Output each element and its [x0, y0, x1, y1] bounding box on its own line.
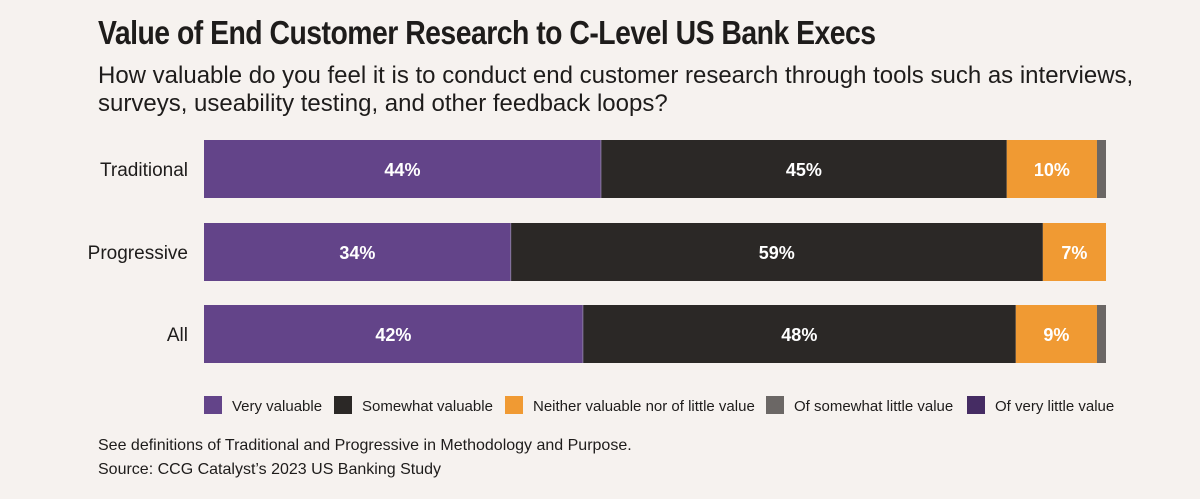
legend-label-3: Of somewhat little value [794, 398, 953, 415]
legend-label-2: Neither valuable nor of little value [533, 398, 755, 415]
legend-swatch-3 [766, 396, 784, 414]
legend-swatch-2 [505, 396, 523, 414]
data-label-all-2: 9% [1043, 325, 1069, 345]
definitions-note: See definitions of Traditional and Progr… [98, 437, 632, 454]
bar-segment-traditional-2 [1006, 140, 1097, 198]
data-label-all-0: 42% [375, 325, 411, 345]
bar-segment-progressive-0 [204, 223, 511, 281]
data-label-progressive-0: 34% [339, 243, 375, 263]
bar-segment-all-0 [204, 305, 583, 363]
category-labels: Traditional Progressive All [88, 160, 188, 346]
legend-label-4: Of very little value [995, 398, 1114, 415]
category-label-progressive: Progressive [88, 243, 188, 264]
bar-segment-all-3 [1096, 305, 1106, 363]
bar-segment-progressive-1 [510, 223, 1043, 281]
data-label-progressive-1: 59% [759, 243, 795, 263]
chart-subtitle: How valuable do you feel it is to conduc… [98, 62, 1134, 117]
legend-label-1: Somewhat valuable [362, 398, 493, 415]
footnotes: See definitions of Traditional and Progr… [98, 434, 632, 482]
legend-label-0: Very valuable [232, 398, 322, 415]
legend-swatch-4 [967, 396, 985, 414]
bar-segment-progressive-2 [1042, 223, 1106, 281]
source-note: Source: CCG Catalyst’s 2023 US Banking S… [98, 461, 441, 478]
category-label-all: All [167, 325, 188, 346]
data-label-traditional-2: 10% [1034, 160, 1070, 180]
data-label-progressive-2: 7% [1061, 243, 1087, 263]
bar-segment-traditional-3 [1096, 140, 1106, 198]
bar-segment-traditional-1 [600, 140, 1007, 198]
legend: Very valuable Somewhat valuable Neither va… [204, 396, 1114, 415]
bar-segment-all-2 [1015, 305, 1097, 363]
data-label-all-1: 48% [781, 325, 817, 345]
bar-segment-all-1 [582, 305, 1016, 363]
legend-swatch-1 [334, 396, 352, 414]
legend-swatch-0 [204, 396, 222, 414]
data-label-traditional-0: 44% [384, 160, 420, 180]
chart-title: Value of End Customer Research to C-Leve… [98, 14, 876, 51]
bars-group: 44% 45% 10% 34% 59% 7% 42% 48% 9% [204, 140, 1106, 363]
bar-segment-traditional-0 [204, 140, 601, 198]
category-label-traditional: Traditional [100, 160, 188, 181]
data-label-traditional-1: 45% [786, 160, 822, 180]
